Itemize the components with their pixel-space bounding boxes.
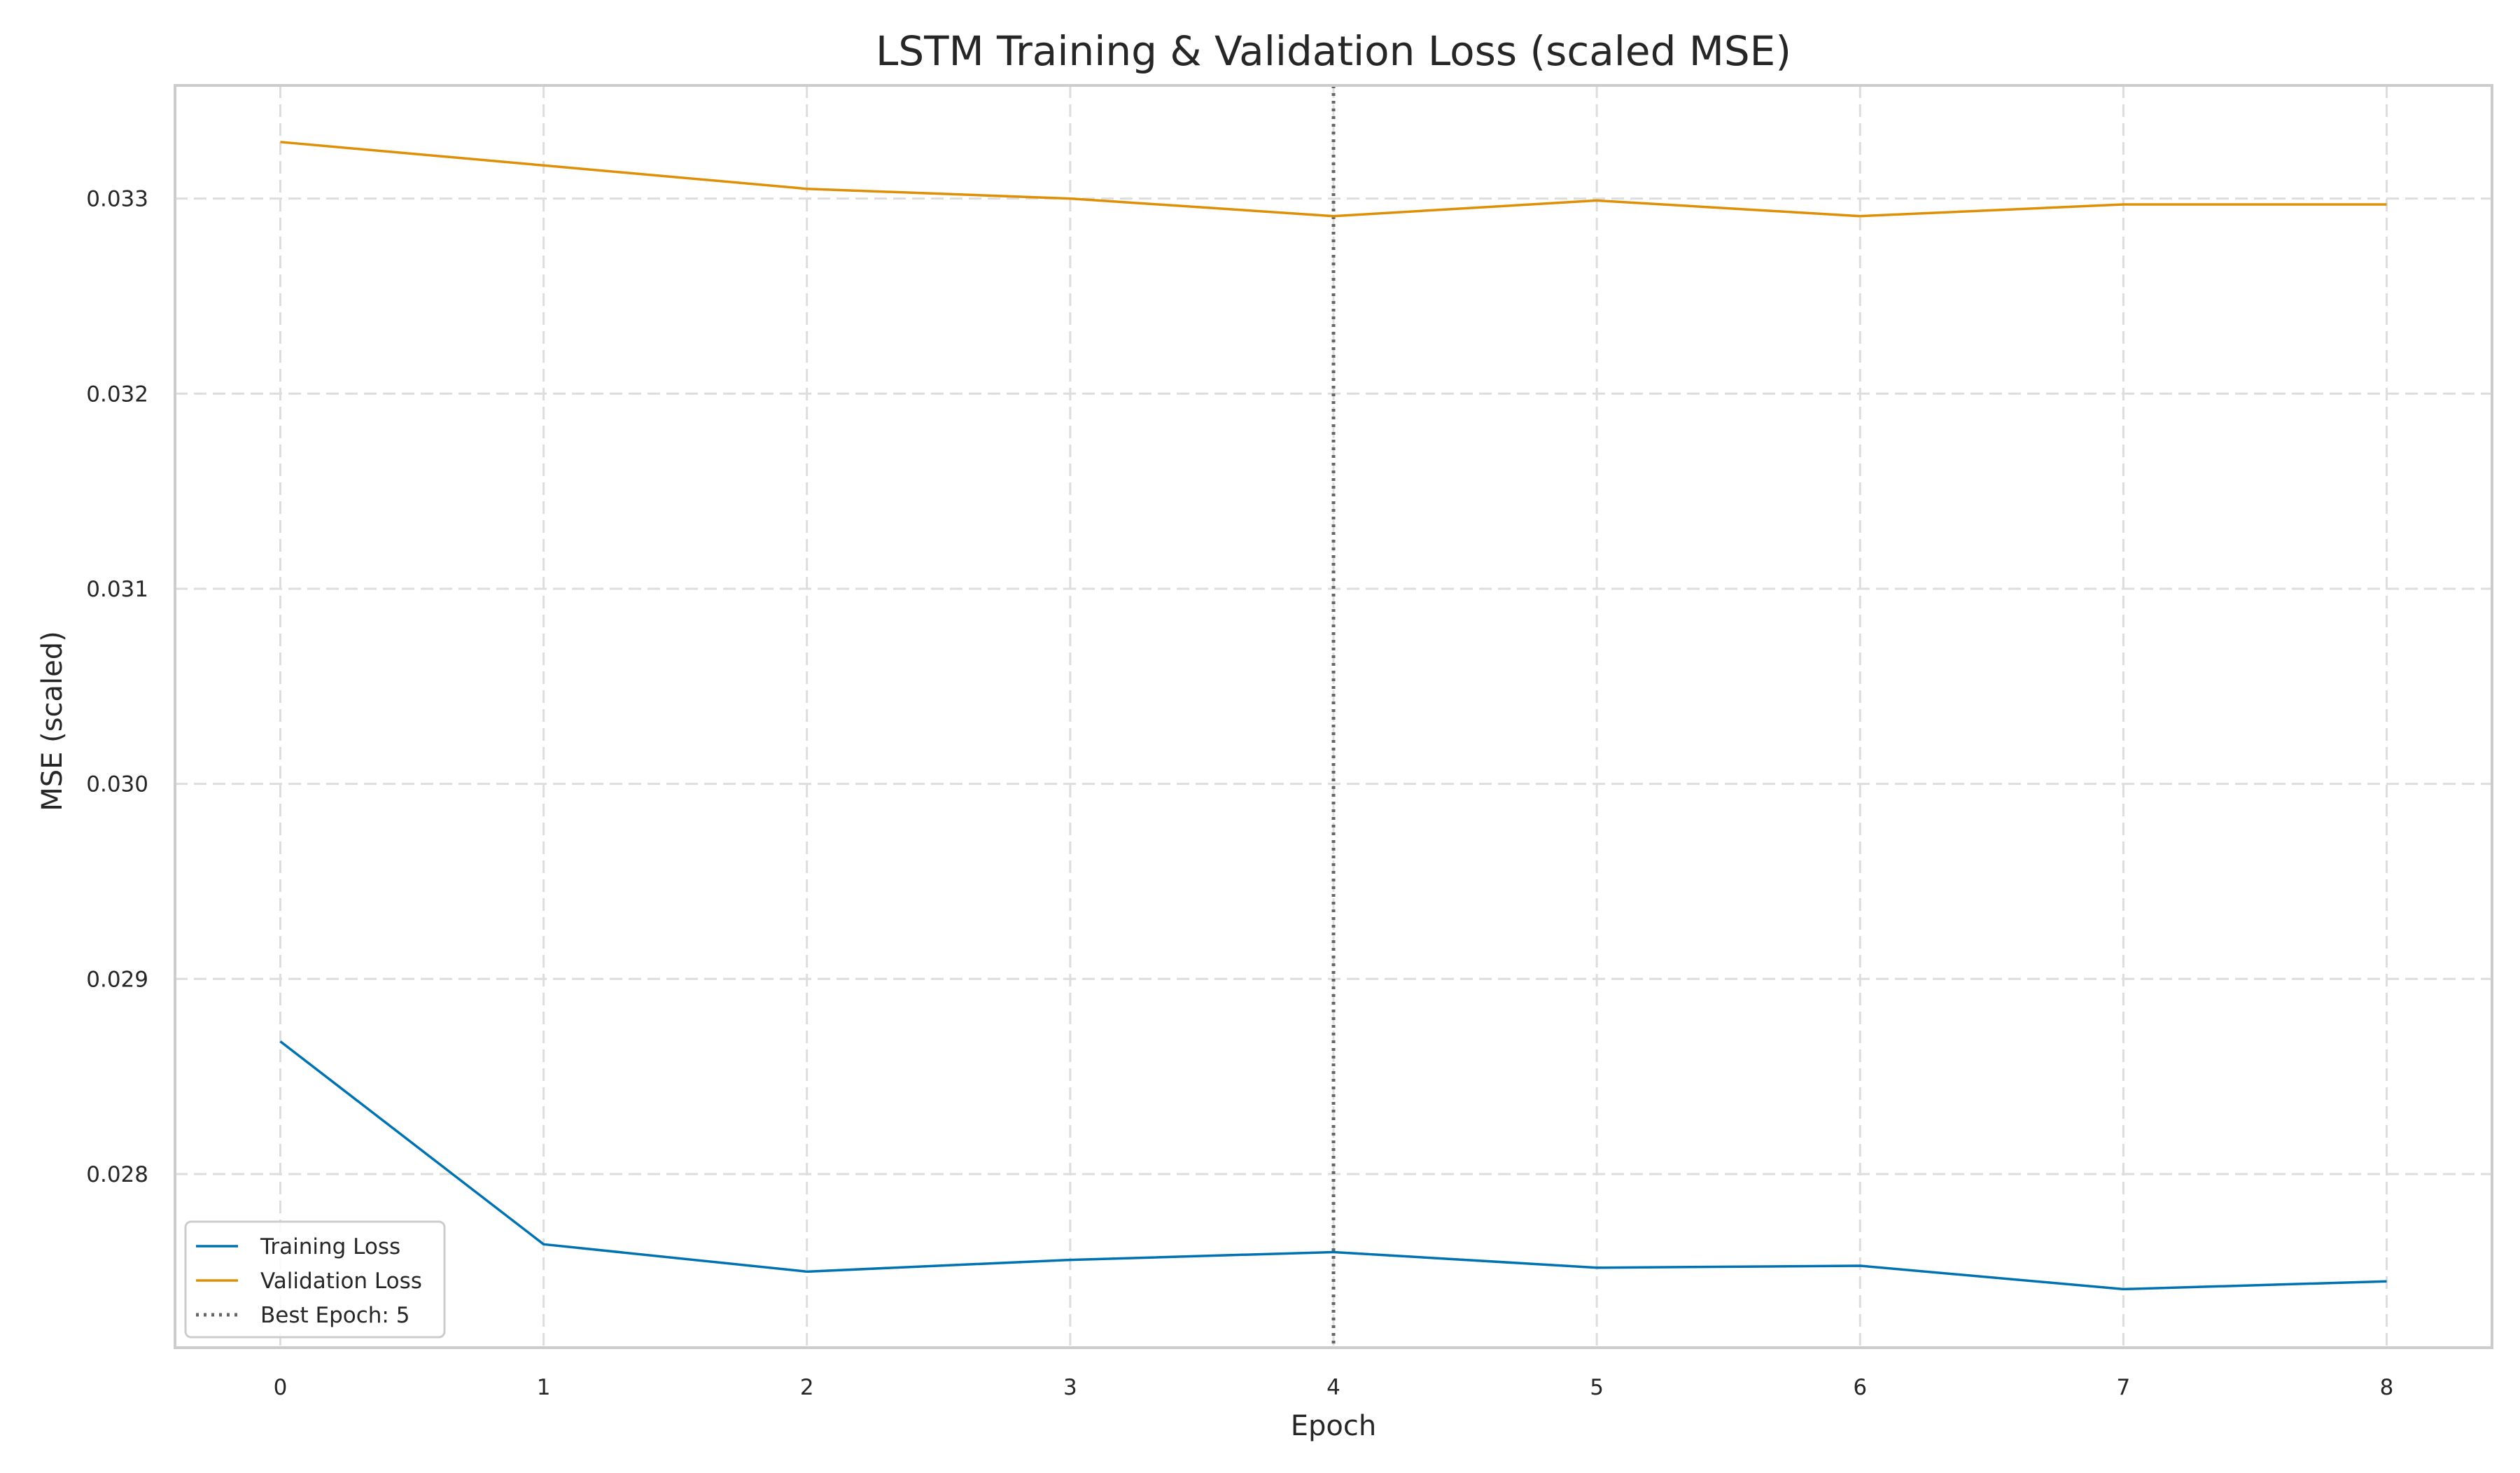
legend-box bbox=[184, 1220, 446, 1339]
series-group bbox=[279, 141, 2387, 1291]
legend-label: Training Loss bbox=[260, 1234, 400, 1259]
y-tick-label: 0.033 bbox=[86, 187, 148, 212]
x-tick-label: 3 bbox=[1063, 1375, 1077, 1400]
x-tick-label: 1 bbox=[537, 1375, 551, 1400]
plot-area-frame bbox=[174, 84, 2493, 1349]
x-tick-label: 5 bbox=[1590, 1375, 1604, 1400]
legend-label: Validation Loss bbox=[260, 1269, 422, 1294]
legend: Training Loss Validation Loss Best Epoch: … bbox=[184, 1220, 446, 1339]
y-tick-label: 0.031 bbox=[86, 577, 148, 602]
y-tick-label: 0.030 bbox=[86, 772, 148, 797]
x-tick-label: 8 bbox=[2380, 1375, 2394, 1400]
y-tick-label: 0.032 bbox=[86, 382, 148, 407]
x-tick-label: 0 bbox=[274, 1375, 288, 1400]
chart-title: LSTM Training & Validation Loss (scaled … bbox=[876, 27, 1791, 75]
y-axis-label: MSE (scaled) bbox=[36, 631, 69, 811]
legend-label: Best Epoch: 5 bbox=[260, 1303, 410, 1328]
x-axis-label: Epoch bbox=[1291, 1410, 1376, 1442]
tick-labels: 0 1 2 3 4 5 6 7 8 0.028 0.029 0.030 0.031 0.032 0.033 bbox=[86, 187, 2393, 1400]
y-tick-label: 0.028 bbox=[86, 1162, 148, 1187]
x-tick-label: 6 bbox=[1853, 1375, 1867, 1400]
x-tick-label: 7 bbox=[2117, 1375, 2131, 1400]
training-loss-line bbox=[279, 1040, 2387, 1291]
x-tick-label: 4 bbox=[1326, 1375, 1340, 1400]
x-tick-label: 2 bbox=[800, 1375, 814, 1400]
validation-loss-line bbox=[280, 141, 2387, 218]
y-tick-label: 0.029 bbox=[86, 967, 148, 992]
